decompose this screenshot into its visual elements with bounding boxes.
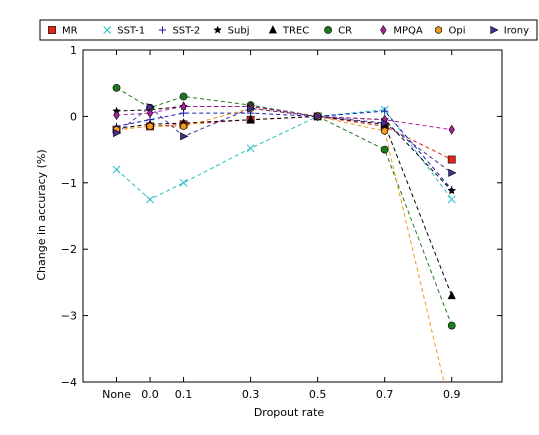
data-point-irony — [146, 103, 155, 112]
x-tick-label: 0.9 — [443, 388, 461, 401]
data-point-sst-1 — [146, 195, 154, 204]
legend-label-cr: CR — [338, 26, 352, 37]
legend-label-mpqa: MPQA — [393, 26, 423, 37]
legend-marker-trec — [268, 25, 277, 34]
plot-area — [112, 83, 457, 382]
series-line-mr — [116, 115, 452, 161]
data-point-sst-1 — [112, 165, 121, 174]
y-tick-label: 1 — [70, 44, 77, 57]
data-point-irony — [180, 132, 189, 141]
data-point-mpqa — [146, 108, 154, 119]
y-tick-label: 0 — [70, 110, 77, 123]
legend-entry-subj: Subj — [213, 25, 250, 37]
data-point-trec — [447, 290, 456, 300]
data-point-cr — [447, 321, 456, 330]
legend-entry-opi: Opi — [435, 26, 466, 37]
data-point-irony — [381, 118, 390, 128]
legend-label-subj: Subj — [228, 26, 250, 37]
data-point-cr — [179, 92, 188, 101]
plot-frame — [82, 49, 503, 383]
data-point-mpqa — [113, 110, 120, 121]
legend-marker-mpqa — [380, 25, 387, 35]
series-line-subj — [116, 105, 453, 192]
legend-entry-trec: TREC — [268, 25, 309, 37]
legend: MR SST-1 SST-2 Subj TREC CR MPQA Opi Irony — [39, 19, 538, 41]
y-axis-label: Change in accuracy (%) — [35, 149, 48, 280]
series-line-opi — [116, 107, 445, 382]
legend-label-trec: TREC — [282, 26, 309, 37]
data-point-mpqa — [448, 124, 455, 135]
data-point-trec — [246, 114, 255, 124]
data-point-mr — [447, 155, 456, 164]
series-line-irony — [116, 106, 453, 174]
x-tick-label: None — [102, 388, 131, 401]
series-line-trec — [116, 115, 453, 296]
legend-entry-mr: MR — [48, 26, 78, 37]
series-line-sst-2 — [116, 110, 453, 190]
legend-entry-irony: Irony — [490, 25, 529, 37]
legend-marker-sst-1 — [103, 26, 112, 34]
legend-marker-mr — [48, 26, 56, 34]
legend-label-sst-2: SST-2 — [172, 26, 200, 37]
y-tick-label: −2 — [61, 243, 77, 256]
legend-label-sst-1: SST-1 — [117, 26, 145, 37]
legend-marker-cr — [324, 26, 333, 34]
data-point-subj — [447, 186, 456, 195]
y-tick-label: −3 — [61, 310, 77, 323]
data-point-irony — [314, 112, 323, 121]
legend-entry-mpqa: MPQA — [380, 25, 423, 37]
data-point-mpqa — [180, 101, 187, 112]
data-point-opi — [381, 127, 389, 135]
data-point-sst-1 — [246, 144, 255, 153]
data-point-opi — [180, 122, 187, 131]
data-point-sst-1 — [179, 178, 188, 187]
x-tick-label: 0.5 — [309, 388, 327, 401]
legend-label-mr: MR — [62, 26, 78, 37]
data-point-cr — [112, 83, 121, 92]
data-point-sst-1 — [447, 195, 456, 204]
data-point-irony — [448, 168, 457, 177]
x-tick-label: 0.3 — [242, 388, 260, 401]
x-axis-label: Dropout rate — [254, 406, 325, 419]
axes: 1 0 −1 −2 −3 −4 None 0.0 0.1 0.3 0.5 0.7 0.9 — [61, 44, 503, 401]
x-tick-label: 0.1 — [175, 388, 193, 401]
y-tick-label: −4 — [61, 376, 77, 389]
x-tick-label: 0.0 — [141, 388, 159, 401]
data-point-irony — [247, 104, 256, 113]
legend-entry-sst-1: SST-1 — [103, 26, 145, 37]
legend-marker-sst-2 — [158, 26, 167, 34]
x-tick-label: 0.7 — [376, 388, 394, 401]
legend-label-irony: Irony — [504, 26, 529, 37]
data-point-sst-2 — [381, 107, 389, 115]
data-point-irony — [113, 128, 122, 138]
legend-marker-opi — [435, 26, 442, 34]
legend-box — [39, 19, 538, 41]
data-point-opi — [146, 122, 154, 131]
legend-label-opi: Opi — [449, 26, 466, 37]
legend-entry-cr: CR — [324, 26, 352, 37]
data-point-cr — [380, 145, 389, 154]
legend-entry-sst-2: SST-2 — [158, 26, 200, 37]
y-tick-label: −1 — [61, 177, 77, 190]
legend-marker-irony — [490, 25, 499, 35]
legend-marker-subj — [213, 25, 222, 34]
